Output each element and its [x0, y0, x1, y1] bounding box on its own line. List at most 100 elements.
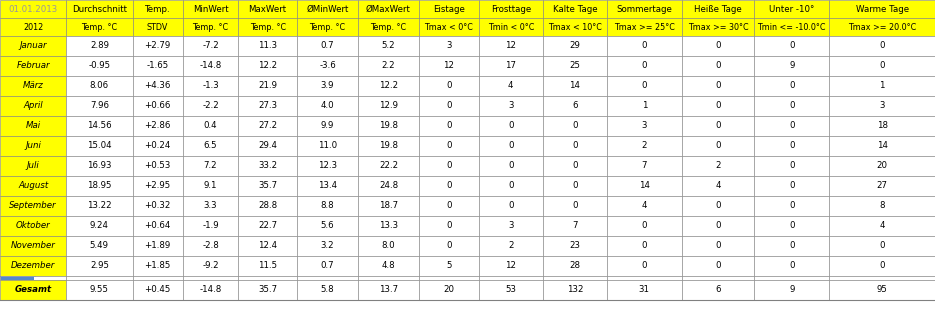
Bar [682, 116, 755, 136]
Bar [829, 236, 935, 256]
Bar [682, 236, 755, 256]
Bar [238, 136, 297, 156]
Bar [682, 0, 755, 18]
Bar [479, 36, 543, 56]
Text: Heiße Tage: Heiße Tage [694, 4, 742, 13]
Text: 23: 23 [569, 242, 581, 250]
Bar [829, 76, 935, 96]
Text: 0: 0 [789, 101, 795, 110]
Bar [607, 216, 682, 236]
Bar [755, 96, 829, 116]
Text: 12: 12 [505, 261, 516, 270]
Text: 24.8: 24.8 [379, 182, 398, 191]
Text: Oktober: Oktober [16, 222, 50, 230]
Text: 0: 0 [715, 222, 721, 230]
Text: 0: 0 [446, 202, 452, 211]
Bar [755, 116, 829, 136]
Bar [66, 96, 133, 116]
Text: 19.8: 19.8 [379, 121, 398, 131]
Text: 11.0: 11.0 [318, 141, 338, 151]
Bar [479, 96, 543, 116]
Bar [682, 256, 755, 276]
Text: 0: 0 [789, 261, 795, 270]
Bar [297, 0, 358, 18]
Text: +2.79: +2.79 [145, 42, 171, 50]
Bar [479, 156, 543, 176]
Bar [543, 196, 607, 216]
Text: 29: 29 [569, 42, 581, 50]
Text: 5.2: 5.2 [381, 42, 396, 50]
Bar [607, 176, 682, 196]
Bar [829, 136, 935, 156]
Text: 0: 0 [446, 101, 452, 110]
Bar [133, 256, 182, 276]
Text: 0: 0 [715, 101, 721, 110]
Text: Tmax < 0°C: Tmax < 0°C [424, 23, 473, 32]
Bar [755, 18, 829, 36]
Bar [419, 96, 479, 116]
Text: 12.4: 12.4 [258, 242, 278, 250]
Bar [358, 276, 419, 280]
Bar [543, 276, 607, 280]
Bar [0, 136, 66, 156]
Bar [607, 76, 682, 96]
Bar [682, 176, 755, 196]
Bar [66, 56, 133, 76]
Text: -14.8: -14.8 [199, 285, 222, 295]
Bar [358, 176, 419, 196]
Bar [182, 176, 238, 196]
Text: -2.8: -2.8 [202, 242, 219, 250]
Bar [66, 0, 133, 18]
Bar [133, 0, 182, 18]
Bar [238, 0, 297, 18]
Bar [66, 76, 133, 96]
Text: 15.04: 15.04 [87, 141, 111, 151]
Text: 0: 0 [446, 162, 452, 171]
Bar [66, 156, 133, 176]
Text: 13.3: 13.3 [379, 222, 398, 230]
Text: 0: 0 [715, 242, 721, 250]
Bar [607, 36, 682, 56]
Text: Temp. °C: Temp. °C [193, 23, 228, 32]
Bar [419, 76, 479, 96]
Bar [543, 280, 607, 300]
Text: 14: 14 [569, 81, 581, 90]
Text: +4.36: +4.36 [144, 81, 171, 90]
Bar [238, 96, 297, 116]
Text: 0: 0 [715, 202, 721, 211]
Text: 4: 4 [879, 222, 885, 230]
Bar [133, 176, 182, 196]
Text: Temp.: Temp. [145, 4, 170, 13]
Bar [66, 36, 133, 56]
Text: +0.64: +0.64 [144, 222, 171, 230]
Text: 3.3: 3.3 [204, 202, 217, 211]
Text: 28.8: 28.8 [258, 202, 278, 211]
Bar [358, 96, 419, 116]
Bar [297, 76, 358, 96]
Bar [479, 116, 543, 136]
Text: Warme Tage: Warme Tage [856, 4, 909, 13]
Text: 0: 0 [508, 162, 513, 171]
Bar [0, 216, 66, 236]
Bar [133, 96, 182, 116]
Bar [238, 116, 297, 136]
Text: Temp. °C: Temp. °C [370, 23, 407, 32]
Text: +2.86: +2.86 [144, 121, 171, 131]
Text: 0: 0 [715, 121, 721, 131]
Bar [479, 236, 543, 256]
Bar [0, 256, 66, 276]
Bar [133, 36, 182, 56]
Text: 0: 0 [789, 202, 795, 211]
Text: Kalte Tage: Kalte Tage [553, 4, 597, 13]
Bar [297, 96, 358, 116]
Text: 7: 7 [572, 222, 578, 230]
Bar [607, 280, 682, 300]
Bar [358, 116, 419, 136]
Bar [297, 18, 358, 36]
Bar [829, 276, 935, 280]
Bar [543, 36, 607, 56]
Text: 13.7: 13.7 [379, 285, 398, 295]
Bar [755, 196, 829, 216]
Bar [358, 56, 419, 76]
Bar [358, 136, 419, 156]
